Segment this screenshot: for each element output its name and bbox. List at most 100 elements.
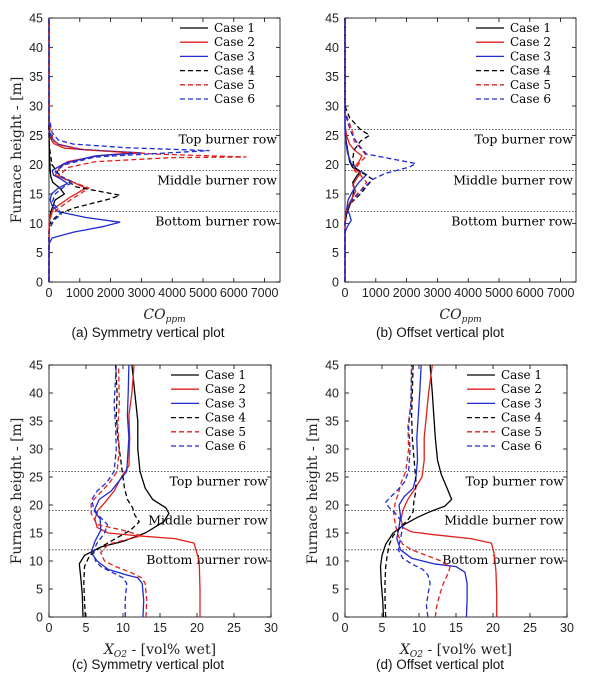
y-tick-label: 20 — [29, 158, 43, 172]
x-tick-label: 0 — [46, 286, 53, 300]
x-axis-label: XO2 - [vol% wet] — [399, 642, 512, 660]
legend-label: Case 2 — [205, 382, 246, 396]
series-line-case-6 — [385, 364, 431, 618]
y-tick-label: 20 — [29, 499, 43, 513]
x-tick-label: 7000 — [547, 286, 575, 300]
x-tick-label: 15 — [153, 621, 167, 635]
legend-label: Case 5 — [510, 78, 551, 92]
y-tick-label: 10 — [29, 217, 43, 231]
x-tick-label: 0 — [342, 286, 349, 300]
series-line-case-5 — [48, 18, 247, 282]
series-line-case-3 — [396, 364, 468, 618]
burner-row-label: Top burner row — [179, 131, 278, 146]
legend-label: Case 3 — [501, 396, 542, 410]
x-tick-label: 25 — [227, 621, 241, 635]
x-axis-label: XO2 - [vol% wet] — [103, 642, 216, 660]
x-tick-label: 4000 — [454, 286, 482, 300]
legend-label: Case 6 — [214, 92, 255, 106]
y-tick-label: 40 — [325, 41, 339, 55]
burner-row-label: Bottom burner row — [146, 552, 268, 567]
burner-row-label: Middle burner row — [444, 513, 564, 528]
chart-panel-4: 0 5 10 15 20 25 30 0 5 10 15 20 25 30 35 40 45 Top burner… — [305, 359, 574, 673]
y-tick-label: 10 — [325, 555, 339, 569]
series-line-case-6 — [91, 364, 128, 617]
y-tick-label: 40 — [29, 387, 43, 401]
y-tick-label: 25 — [29, 129, 43, 143]
legend-label: Case 5 — [501, 425, 542, 439]
series-line-case-2 — [400, 364, 498, 617]
legend-label: Case 6 — [510, 92, 551, 106]
chart-caption: (b) Offset vertical plot — [376, 325, 504, 340]
plot-frame — [344, 17, 577, 283]
x-tick-label: 5000 — [189, 286, 217, 300]
y-tick-label: 15 — [29, 527, 43, 541]
y-tick-label: 20 — [325, 158, 339, 172]
y-tick-label: 35 — [29, 415, 43, 429]
legend-label: Case 6 — [501, 439, 542, 453]
chart-panel-3: 0 5 10 15 20 25 30 0 5 10 15 20 25 30 35 40 45 Top burner… — [9, 359, 278, 673]
series-line-case-3 — [90, 364, 145, 618]
legend-label: Case 3 — [214, 49, 255, 63]
y-tick-label: 30 — [29, 100, 43, 114]
x-tick-label: 25 — [523, 621, 537, 635]
legend-label: Case 4 — [205, 411, 246, 425]
x-tick-label: 5 — [379, 621, 386, 635]
y-tick-label: 40 — [325, 387, 339, 401]
y-tick-label: 5 — [36, 583, 43, 597]
y-axis-label: Furnace height - [m] — [305, 418, 321, 565]
y-tick-label: 25 — [325, 471, 339, 485]
x-tick-label: 6000 — [516, 286, 544, 300]
x-axis-label: COppm — [439, 307, 481, 325]
y-tick-label: 10 — [29, 555, 43, 569]
series-line-case-3 — [344, 18, 368, 282]
y-tick-label: 25 — [325, 129, 339, 143]
y-tick-label: 20 — [325, 499, 339, 513]
y-tick-label: 15 — [325, 527, 339, 541]
series-line-case-4 — [48, 18, 121, 282]
x-tick-label: 0 — [46, 621, 53, 635]
legend-label: Case 4 — [214, 64, 255, 78]
series-line-case-2 — [344, 18, 363, 282]
burner-row-label: Top burner row — [466, 473, 565, 488]
x-tick-label: 1000 — [362, 286, 390, 300]
series-line-case-6 — [344, 18, 417, 282]
legend-label: Case 6 — [205, 439, 246, 453]
series-line-case-1 — [78, 364, 170, 618]
y-tick-label: 45 — [325, 359, 339, 373]
x-tick-label: 1000 — [66, 286, 94, 300]
y-tick-label: 45 — [29, 12, 43, 26]
x-tick-label: 7000 — [251, 286, 279, 300]
burner-row-label: Middle burner row — [453, 173, 573, 188]
burner-row-label: Bottom burner row — [155, 214, 277, 229]
x-tick-label: 15 — [449, 621, 463, 635]
x-tick-label: 2000 — [97, 286, 125, 300]
legend-label: Case 1 — [214, 21, 255, 35]
x-tick-label: 20 — [486, 621, 500, 635]
y-tick-label: 15 — [29, 188, 43, 202]
legend-label: Case 3 — [205, 396, 246, 410]
burner-row-label: Bottom burner row — [451, 214, 573, 229]
legend-label: Case 4 — [501, 411, 542, 425]
y-tick-label: 10 — [325, 217, 339, 231]
x-tick-label: 6000 — [220, 286, 248, 300]
y-axis-label: Furnace height - [m] — [9, 418, 25, 565]
x-axis-label: COppm — [143, 307, 185, 325]
series-line-case-3 — [48, 18, 143, 282]
x-tick-label: 5000 — [485, 286, 513, 300]
y-tick-label: 0 — [36, 276, 43, 290]
y-tick-label: 35 — [325, 415, 339, 429]
x-tick-label: 20 — [190, 621, 204, 635]
y-tick-label: 5 — [36, 246, 43, 260]
x-tick-label: 3000 — [423, 286, 451, 300]
y-tick-label: 35 — [325, 70, 339, 84]
y-tick-label: 0 — [332, 276, 339, 290]
y-tick-label: 5 — [332, 246, 339, 260]
y-tick-label: 0 — [36, 611, 43, 625]
legend-label: Case 2 — [214, 35, 255, 49]
x-tick-label: 2000 — [393, 286, 421, 300]
x-tick-label: 10 — [116, 621, 130, 635]
legend-label: Case 1 — [510, 21, 551, 35]
x-tick-label: 4000 — [158, 286, 186, 300]
